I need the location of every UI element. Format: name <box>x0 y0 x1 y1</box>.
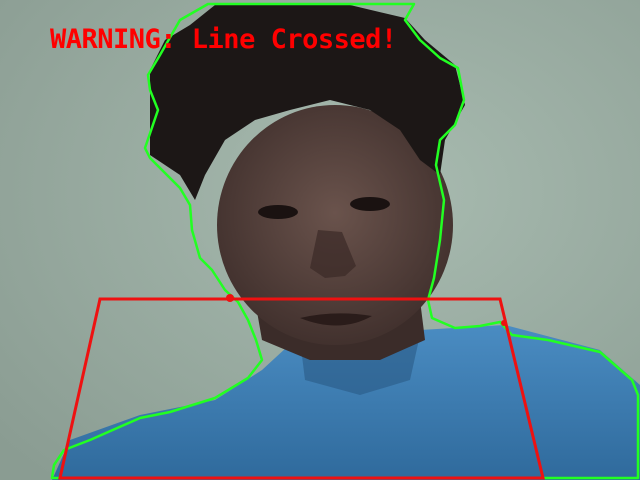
person-face <box>217 105 453 345</box>
person-hair <box>150 5 465 200</box>
person-nose <box>310 230 356 278</box>
crossing-point-marker <box>501 320 507 326</box>
crossing-zone <box>58 297 545 480</box>
person-shirt <box>52 325 640 480</box>
person-left-eye <box>258 205 298 219</box>
warning-label: WARNING: Line Crossed! <box>50 24 397 55</box>
person-right-eye <box>350 197 390 211</box>
crossing-point-marker <box>226 294 234 302</box>
person-mouth <box>300 313 372 326</box>
person-contour <box>50 2 640 480</box>
